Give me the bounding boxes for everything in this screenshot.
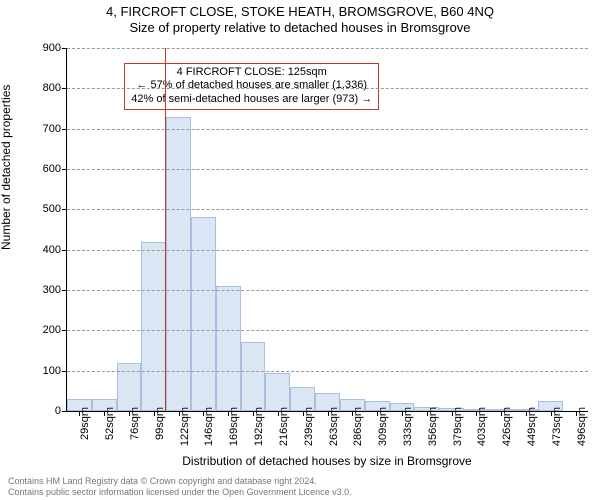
y-gridline [67,290,588,291]
x-axis-label: Distribution of detached houses by size … [66,454,588,468]
y-tick-label: 0 [55,405,61,417]
annotation-line: 4 FIRCROFT CLOSE: 125sqm [131,66,372,80]
y-tick-label: 300 [43,284,61,296]
histogram-bar [191,217,216,411]
x-tick-label: 473sqm [551,407,563,446]
footer-line: Contains public sector information licen… [8,487,592,498]
chart-plot-area: 4 FIRCROFT CLOSE: 125sqm← 57% of detache… [66,48,588,412]
y-tick-label: 700 [43,123,61,135]
footer-line: Contains HM Land Registry data © Crown c… [8,476,592,487]
x-tick-label: 169sqm [228,407,240,446]
x-tick-label: 426sqm [501,407,513,446]
y-tick-mark [62,411,67,412]
y-gridline [67,48,588,49]
annotation-line: ← 57% of detached houses are smaller (1,… [131,79,372,93]
y-tick-label: 900 [43,42,61,54]
x-tick-label: 239sqm [303,407,315,446]
y-gridline [67,250,588,251]
y-axis-label: Number of detached properties [0,85,13,250]
x-tick-label: 192sqm [253,407,265,446]
x-tick-label: 216sqm [278,407,290,446]
histogram-bar [141,242,166,411]
y-gridline [67,129,588,130]
y-tick-label: 800 [43,82,61,94]
page-subtitle: Size of property relative to detached ho… [0,20,600,35]
property-marker-line [165,48,166,411]
page-title: 4, FIRCROFT CLOSE, STOKE HEATH, BROMSGRO… [0,4,600,19]
y-gridline [67,169,588,170]
y-tick-label: 500 [43,203,61,215]
y-tick-mark [62,48,67,49]
y-tick-mark [62,169,67,170]
y-tick-label: 600 [43,163,61,175]
y-gridline [67,371,588,372]
y-gridline [67,88,588,89]
x-tick-label: 403sqm [476,407,488,446]
x-tick-label: 52sqm [104,407,116,440]
y-tick-label: 100 [43,365,61,377]
y-gridline [67,330,588,331]
y-gridline [67,209,588,210]
x-tick-label: 309sqm [377,407,389,446]
y-tick-mark [62,250,67,251]
histogram-bar [265,373,290,411]
x-tick-label: 76sqm [129,407,141,440]
y-tick-mark [62,290,67,291]
x-tick-label: 99sqm [154,407,166,440]
x-tick-label: 496sqm [576,407,588,446]
y-tick-mark [62,129,67,130]
x-tick-label: 146sqm [203,407,215,446]
annotation-line: 42% of semi-detached houses are larger (… [131,93,372,107]
x-tick-label: 263sqm [328,407,340,446]
x-tick-label: 379sqm [452,407,464,446]
histogram-bar [241,342,266,411]
x-tick-label: 29sqm [79,407,91,440]
y-tick-mark [62,330,67,331]
y-tick-label: 200 [43,324,61,336]
y-tick-mark [62,88,67,89]
x-tick-label: 333sqm [402,407,414,446]
x-tick-label: 356sqm [427,407,439,446]
histogram-bar [216,286,241,411]
y-tick-mark [62,209,67,210]
marker-annotation-box: 4 FIRCROFT CLOSE: 125sqm← 57% of detache… [124,63,379,110]
y-tick-label: 400 [43,244,61,256]
x-tick-label: 122sqm [179,407,191,446]
footer-attribution: Contains HM Land Registry data © Crown c… [0,474,600,500]
y-tick-mark [62,371,67,372]
histogram-bar [166,117,191,411]
x-tick-label: 286sqm [352,407,364,446]
x-tick-label: 449sqm [526,407,538,446]
